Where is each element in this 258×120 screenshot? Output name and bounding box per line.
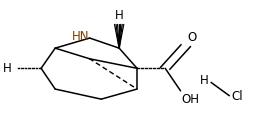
Text: H: H [115,9,124,22]
Text: H: H [3,62,12,75]
Text: O: O [187,31,196,44]
Text: OH: OH [182,93,200,106]
Text: Cl: Cl [232,90,243,103]
Text: H: H [200,74,209,87]
Text: HN: HN [72,30,90,43]
